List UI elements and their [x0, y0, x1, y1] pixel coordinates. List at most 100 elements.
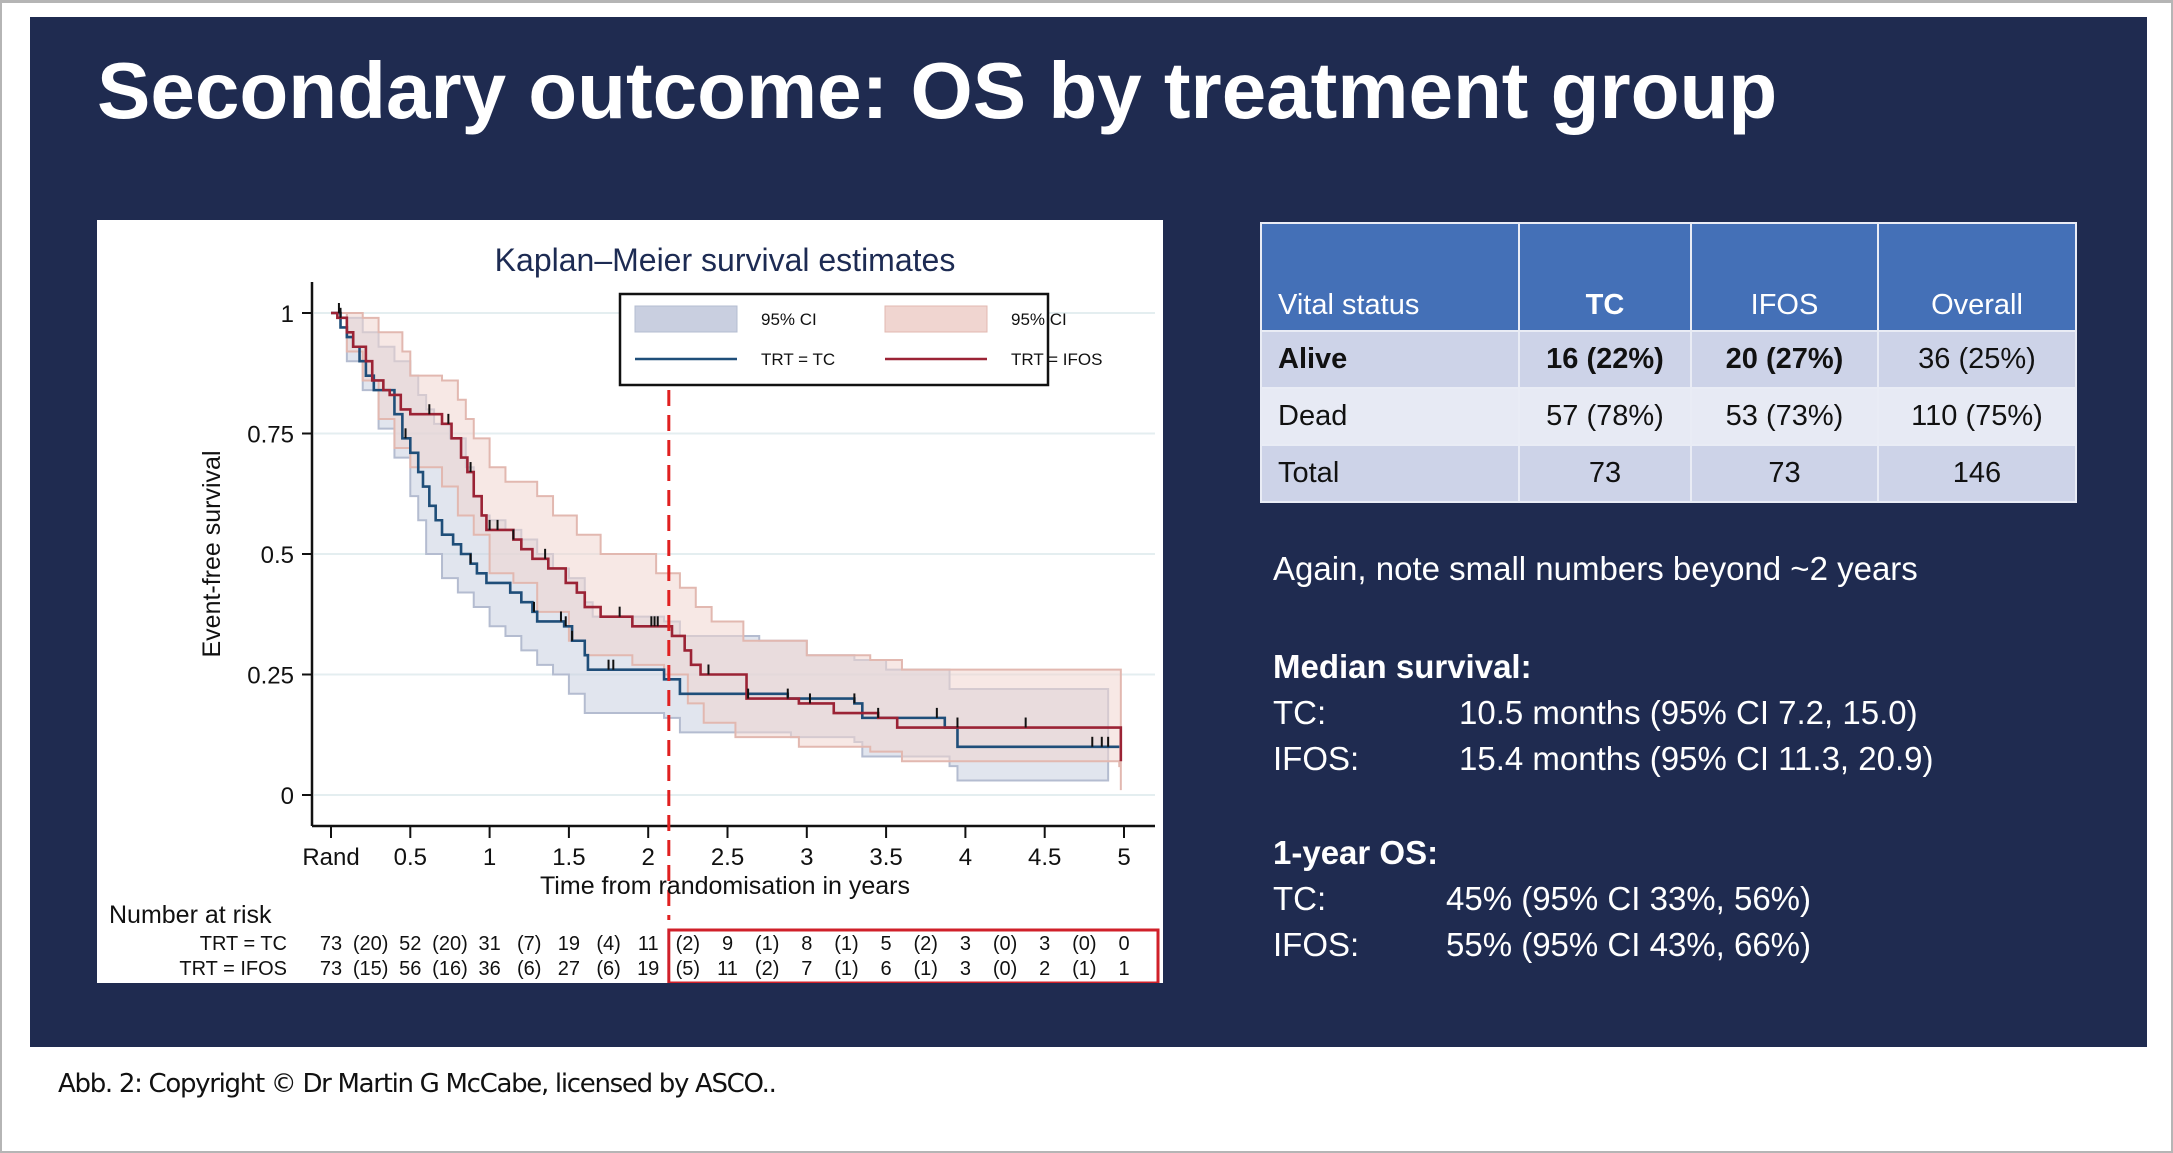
- risk-cell: 3: [1039, 933, 1050, 955]
- one-year-os-block: 1-year OS: TC: 45% (95% CI 33%, 56%) IFO…: [1273, 830, 1811, 968]
- risk-cell: 5: [881, 933, 892, 955]
- survival-curves: [331, 311, 1123, 762]
- risk-cell: (0): [993, 958, 1017, 980]
- y-tick-label: 0.75: [247, 422, 294, 449]
- table-cell: 57 (78%): [1518, 387, 1692, 446]
- y-axis-label: Event-free survival: [198, 450, 226, 657]
- risk-cell: (20): [432, 933, 468, 955]
- risk-cell: 3: [960, 933, 971, 955]
- ci-bands: [331, 312, 1122, 791]
- table-row: Total 73 73 146: [1260, 444, 2077, 503]
- ci-band-ifos: [331, 312, 1122, 791]
- os-value-ifos: 55% (95% CI 43%, 66%): [1446, 926, 1812, 963]
- risk-cell: 7: [801, 958, 812, 980]
- risk-cell: 11: [638, 933, 659, 955]
- risk-cell: 9: [722, 933, 733, 955]
- risk-row-label: TRT = TC: [200, 933, 287, 955]
- median-row-tc: TC: 10.5 months (95% CI 7.2, 15.0): [1273, 690, 1934, 736]
- y-tick-label: 1: [281, 301, 294, 328]
- x-axis-label: Time from randomisation in years: [540, 872, 910, 900]
- table-cell: 53 (73%): [1690, 387, 1879, 446]
- risk-cell: 73: [320, 958, 342, 980]
- median-row-ifos: IFOS: 15.4 months (95% CI 11.3, 20.9): [1273, 736, 1934, 782]
- y-tick-label: 0.25: [247, 663, 294, 690]
- chart-title: Kaplan–Meier survival estimates: [495, 242, 956, 278]
- risk-cell: (1): [834, 933, 858, 955]
- risk-cell: 19: [558, 933, 580, 955]
- x-tick-label: 0.5: [394, 844, 427, 871]
- x-tick-label: 2.5: [711, 844, 744, 871]
- x-tick-label: 4.5: [1028, 844, 1061, 871]
- censor-marks: [337, 303, 1110, 747]
- os-row-ifos: IFOS: 55% (95% CI 43%, 66%): [1273, 922, 1811, 968]
- row-label: Total: [1260, 444, 1520, 503]
- caveat-note: Again, note small numbers beyond ~2 year…: [1273, 550, 1918, 587]
- tick-labels: 0 0.25 0.5 0.75 1 Rand 0.5 1 1.5 2 2.5 3 3.5 4 4.5 5: [247, 301, 1130, 871]
- risk-cell: 56: [399, 958, 421, 980]
- x-tick-label: 1: [483, 844, 496, 871]
- risk-cell: (2): [755, 958, 779, 980]
- risk-cell: (0): [1072, 933, 1096, 955]
- risk-cell: 31: [478, 933, 500, 955]
- risk-cell: 52: [399, 933, 421, 955]
- risk-cell: (4): [596, 933, 620, 955]
- table-cell: 36 (25%): [1877, 330, 2077, 389]
- risk-cell: 36: [478, 958, 500, 980]
- risk-cell: 3: [960, 958, 971, 980]
- risk-cell: (15): [353, 958, 389, 980]
- median-survival-block: Median survival: TC: 10.5 months (95% CI…: [1273, 644, 1934, 782]
- legend-label-ifos: TRT = IFOS: [1011, 350, 1102, 369]
- risk-cell: 6: [881, 958, 892, 980]
- risk-cell: (6): [596, 958, 620, 980]
- risk-cell: 1: [1118, 958, 1129, 980]
- os-key-tc: TC:: [1273, 880, 1327, 917]
- risk-cell: 0: [1118, 933, 1129, 955]
- risk-cell: (0): [993, 933, 1017, 955]
- figure-caption: Abb. 2: Copyright © Dr Martin G McCabe, …: [58, 1069, 777, 1099]
- legend-swatch-tc-ci: [634, 305, 738, 333]
- survival-line-ifos: [331, 311, 1123, 762]
- risk-cell: 73: [320, 933, 342, 955]
- risk-cell: (5): [676, 958, 700, 980]
- risk-cell: (7): [517, 933, 541, 955]
- slide: Secondary outcome: OS by treatment group…: [30, 17, 2147, 1047]
- median-key-ifos: IFOS:: [1273, 740, 1360, 777]
- table-row: Alive 16 (22%) 20 (27%) 36 (25%): [1260, 330, 2077, 389]
- risk-cell: (2): [914, 933, 938, 955]
- risk-cell: 8: [801, 933, 812, 955]
- median-key-tc: TC:: [1273, 694, 1327, 731]
- risk-cell: (1): [1072, 958, 1096, 980]
- risk-cell: (2): [676, 933, 700, 955]
- table-header-row: Vital status TC IFOS Overall: [1260, 222, 2077, 332]
- x-tick-label: 4: [959, 844, 972, 871]
- risk-cell: 11: [717, 958, 738, 980]
- header-ifos: IFOS: [1690, 222, 1879, 332]
- risk-cell: (1): [914, 958, 938, 980]
- risk-cell: (20): [353, 933, 389, 955]
- os-key-ifos: IFOS:: [1273, 926, 1360, 963]
- risk-cell: (16): [432, 958, 468, 980]
- header-tc: TC: [1518, 222, 1692, 332]
- os-row-tc: TC: 45% (95% CI 33%, 56%): [1273, 876, 1811, 922]
- x-tick-label: 3: [800, 844, 813, 871]
- table-cell: 73: [1518, 444, 1692, 503]
- x-tick-label: 3.5: [869, 844, 902, 871]
- risk-cell: (1): [755, 933, 779, 955]
- legend-label-tc: TRT = TC: [761, 350, 835, 369]
- risk-cell: 2: [1039, 958, 1050, 980]
- x-tick-label: 5: [1117, 844, 1130, 871]
- table-cell: 73: [1690, 444, 1879, 503]
- risk-cell: (6): [517, 958, 541, 980]
- survival-line-tc: [331, 311, 1120, 749]
- x-tick-label: 2: [642, 844, 655, 871]
- vital-status-table: Vital status TC IFOS Overall Alive 16 (22…: [1260, 222, 2077, 503]
- row-label: Alive: [1260, 330, 1520, 389]
- axes: [302, 282, 1155, 838]
- table-cell: 16 (22%): [1518, 330, 1692, 389]
- header-vital-status: Vital status: [1260, 222, 1520, 332]
- row-label: Dead: [1260, 387, 1520, 446]
- km-chart: 95% CI 95% CI TRT = TC TRT = IFOS Kaplan…: [97, 220, 1163, 983]
- risk-table-heading: Number at risk: [109, 901, 272, 929]
- x-tick-label: 1.5: [552, 844, 585, 871]
- header-overall: Overall: [1877, 222, 2077, 332]
